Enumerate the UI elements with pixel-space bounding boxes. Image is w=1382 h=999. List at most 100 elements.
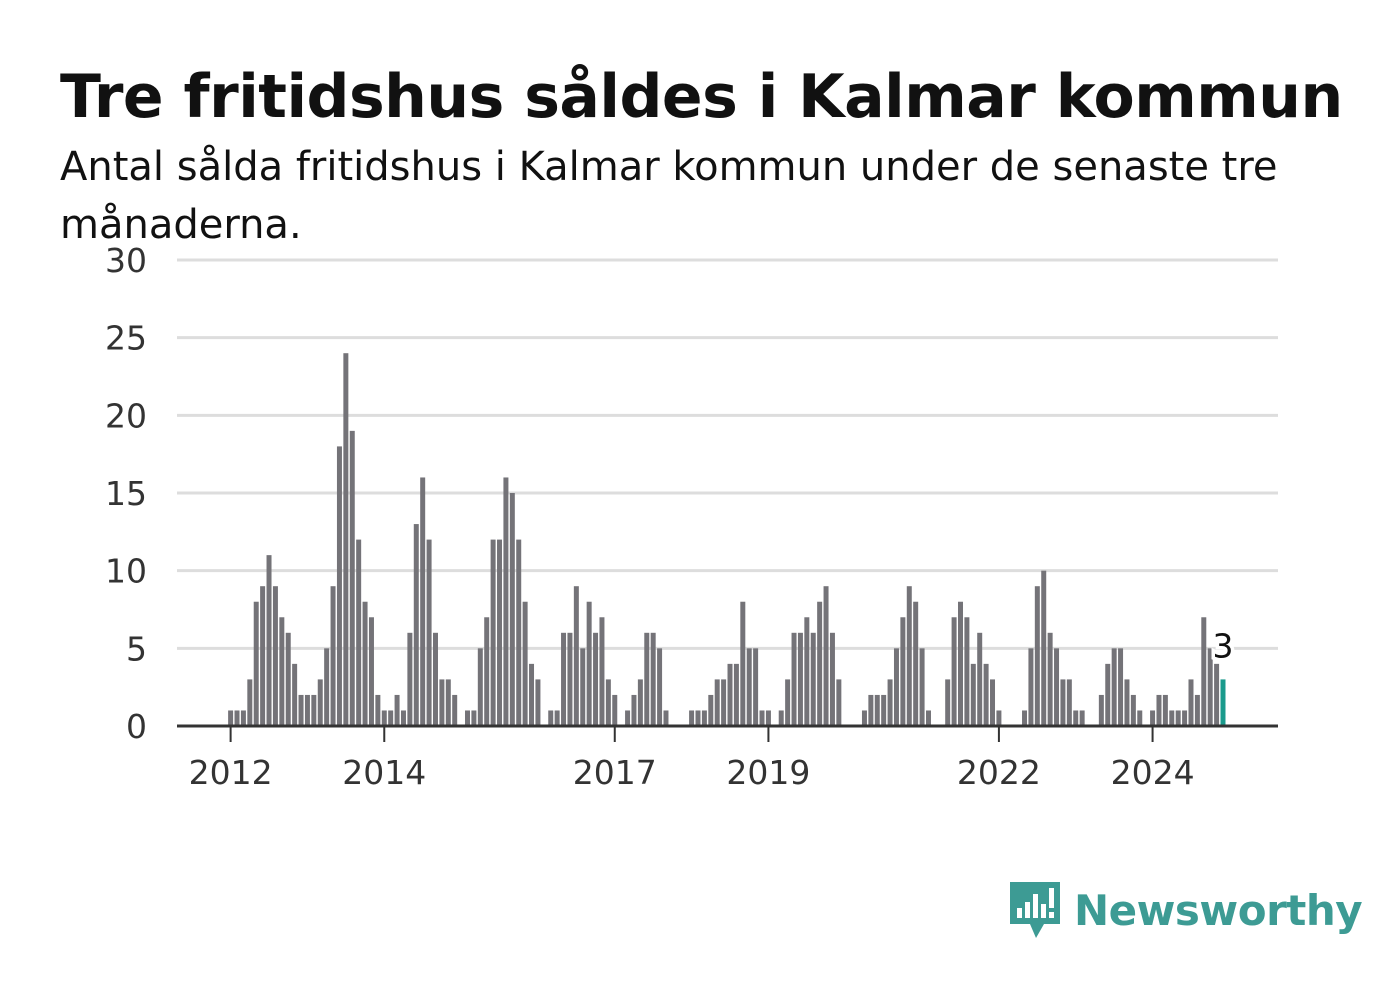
bar: [593, 632, 599, 726]
bar: [260, 586, 266, 726]
bar: [445, 679, 451, 726]
newsworthy-logo-icon: [1010, 882, 1060, 938]
bar: [567, 632, 573, 726]
bar: [1130, 694, 1136, 726]
y-tick-label: 5: [126, 629, 147, 668]
bar: [919, 648, 925, 726]
y-tick-label: 20: [105, 396, 147, 435]
bar: [407, 632, 413, 726]
bar: [1207, 648, 1213, 726]
x-tick-label: 2022: [957, 753, 1041, 792]
bar: [1150, 710, 1156, 726]
bar: [1105, 663, 1111, 726]
bar: [420, 477, 426, 726]
bar: [778, 710, 784, 726]
bar: [529, 663, 535, 726]
bar: [977, 632, 983, 726]
chart-subtitle: Antal sålda fritidshus i Kalmar kommun u…: [60, 144, 1278, 248]
bar: [343, 353, 349, 726]
bar: [548, 710, 554, 726]
bar: [1022, 710, 1028, 726]
bar: [906, 586, 912, 726]
bar: [509, 493, 515, 726]
y-tick-label: 25: [105, 319, 147, 358]
bar: [990, 679, 996, 726]
bar: [1118, 648, 1124, 726]
bar: [471, 710, 477, 726]
bar: [336, 446, 342, 726]
bar: [234, 710, 240, 726]
bar: [497, 539, 503, 726]
data-labels: 3: [1209, 623, 1237, 669]
bar: [1188, 679, 1194, 726]
x-tick-label: 2014: [342, 753, 426, 792]
bar: [1060, 679, 1066, 726]
bars: [228, 353, 1226, 726]
bar: [1175, 710, 1181, 726]
bar: [631, 694, 637, 726]
bar: [484, 617, 490, 726]
bar: [804, 617, 810, 726]
x-tick-label: 2017: [573, 753, 657, 792]
bar: [240, 710, 246, 726]
bar: [727, 663, 733, 726]
bar: [810, 632, 816, 726]
chart-title: Tre fritidshus såldes i Kalmar kommun: [60, 62, 1343, 132]
gridlines: [177, 258, 1278, 650]
bar: [695, 710, 701, 726]
bar: [836, 679, 842, 726]
bar: [311, 694, 317, 726]
bar: [432, 632, 438, 726]
bar: [292, 663, 298, 726]
bar: [1028, 648, 1034, 726]
bar: [1194, 694, 1200, 726]
bar: [477, 648, 483, 726]
bar: [573, 586, 579, 726]
bar: [599, 617, 605, 726]
bar: [279, 617, 285, 726]
bar: [349, 430, 355, 726]
bar: [746, 648, 752, 726]
bar: [516, 539, 522, 726]
bar: [663, 710, 669, 726]
bar: [759, 710, 765, 726]
bar: [1034, 586, 1040, 726]
bar: [1162, 694, 1168, 726]
bar: [701, 710, 707, 726]
bar: [708, 694, 714, 726]
bar: [1054, 648, 1060, 726]
bar: [765, 710, 771, 726]
bar: [368, 617, 374, 726]
bar: [522, 601, 528, 726]
last-value-label: 3: [1213, 626, 1234, 665]
bar: [1047, 632, 1053, 726]
bar: [740, 601, 746, 726]
bar-chart: 0 5 10 15 20 25 30 2012 2014 2017 2019 2022 2024 3: [105, 241, 1278, 792]
bar: [465, 710, 471, 726]
bar: [388, 710, 394, 726]
bar: [612, 694, 618, 726]
bar: [324, 648, 330, 726]
bar: [1137, 710, 1143, 726]
y-tick-label: 15: [105, 474, 147, 513]
bar: [657, 648, 663, 726]
bar: [580, 648, 586, 726]
bar-highlight: [1220, 679, 1226, 726]
brand-name: Newsworthy: [1074, 885, 1363, 935]
bar: [1169, 710, 1175, 726]
bar: [887, 679, 893, 726]
bar: [554, 710, 560, 726]
bar: [964, 617, 970, 726]
bar: [413, 524, 419, 726]
bar: [797, 632, 803, 726]
bar: [452, 694, 458, 726]
bar: [503, 477, 509, 726]
bar: [1182, 710, 1188, 726]
bar: [893, 648, 899, 726]
bar: [1201, 617, 1207, 726]
bar: [733, 663, 739, 726]
bar: [721, 679, 727, 726]
x-axis-ticks: 2012 2014 2017 2019 2022 2024: [189, 726, 1195, 792]
bar: [957, 601, 963, 726]
bar: [823, 586, 829, 726]
